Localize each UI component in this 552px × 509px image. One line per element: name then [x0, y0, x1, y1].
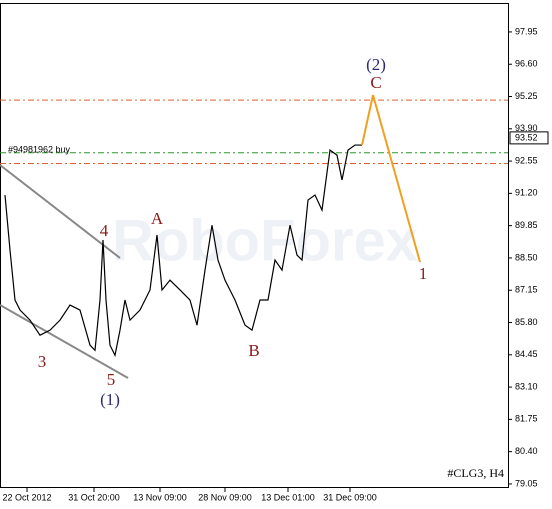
x-tick-label: 28 Nov 09:00 [198, 492, 252, 502]
annotation: (2) [366, 55, 386, 74]
y-tick-label: 92.55 [515, 155, 538, 165]
y-tick-label: 83.10 [515, 381, 538, 391]
y-tick-label: 89.85 [515, 220, 538, 230]
y-tick-label: 81.75 [515, 414, 538, 424]
plot-frame [0, 3, 509, 488]
annotation: 1 [419, 264, 428, 283]
y-tick-label: 93.90 [515, 123, 538, 133]
y-tick-label: 85.80 [515, 317, 538, 327]
y-tick-label: 84.45 [515, 349, 538, 359]
trend-line [0, 304, 129, 379]
trend-line [0, 164, 121, 259]
y-tick-label: 79.05 [515, 478, 538, 488]
x-tick-label: 13 Nov 09:00 [133, 492, 187, 502]
price-line [361, 94, 421, 263]
x-tick-label: 31 Oct 20:00 [68, 492, 120, 502]
y-tick-label: 97.95 [515, 26, 538, 36]
order-label: #94981962 buy [8, 144, 71, 154]
price-box [509, 131, 549, 145]
y-tick-label: 95.25 [515, 91, 538, 101]
annotation: 3 [38, 352, 47, 371]
annotation: 4 [100, 221, 109, 240]
instrument-label: #CLG3, H4 [447, 466, 504, 480]
x-tick-label: 13 Dec 01:00 [261, 492, 315, 502]
watermark: RoboForex [112, 208, 418, 273]
y-tick-label: 80.40 [515, 446, 538, 456]
y-tick-label: 87.15 [515, 285, 538, 295]
y-tick-label: 96.60 [515, 59, 538, 69]
y-tick-label: 91.20 [515, 188, 538, 198]
annotation: 5 [107, 370, 116, 389]
annotation: (1) [100, 390, 120, 409]
y-tick-label: 88.50 [515, 252, 538, 262]
x-tick-label: 22 Oct 2012 [2, 492, 51, 502]
annotation: A [151, 209, 164, 228]
price-label: 93.52 [515, 132, 538, 142]
annotation: C [370, 73, 381, 92]
annotation: B [248, 341, 259, 360]
price-line [4, 144, 362, 358]
x-tick-label: 31 Dec 09:00 [323, 492, 377, 502]
